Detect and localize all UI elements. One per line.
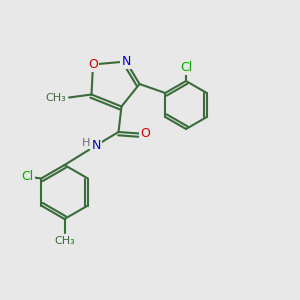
Text: CH₃: CH₃ bbox=[45, 92, 66, 103]
Text: Cl: Cl bbox=[180, 61, 192, 74]
Text: Cl: Cl bbox=[22, 170, 34, 184]
Text: O: O bbox=[88, 58, 98, 71]
Text: H: H bbox=[82, 137, 91, 148]
Text: CH₃: CH₃ bbox=[54, 236, 75, 245]
Text: N: N bbox=[121, 55, 131, 68]
Text: N: N bbox=[91, 139, 101, 152]
Text: O: O bbox=[140, 127, 150, 140]
